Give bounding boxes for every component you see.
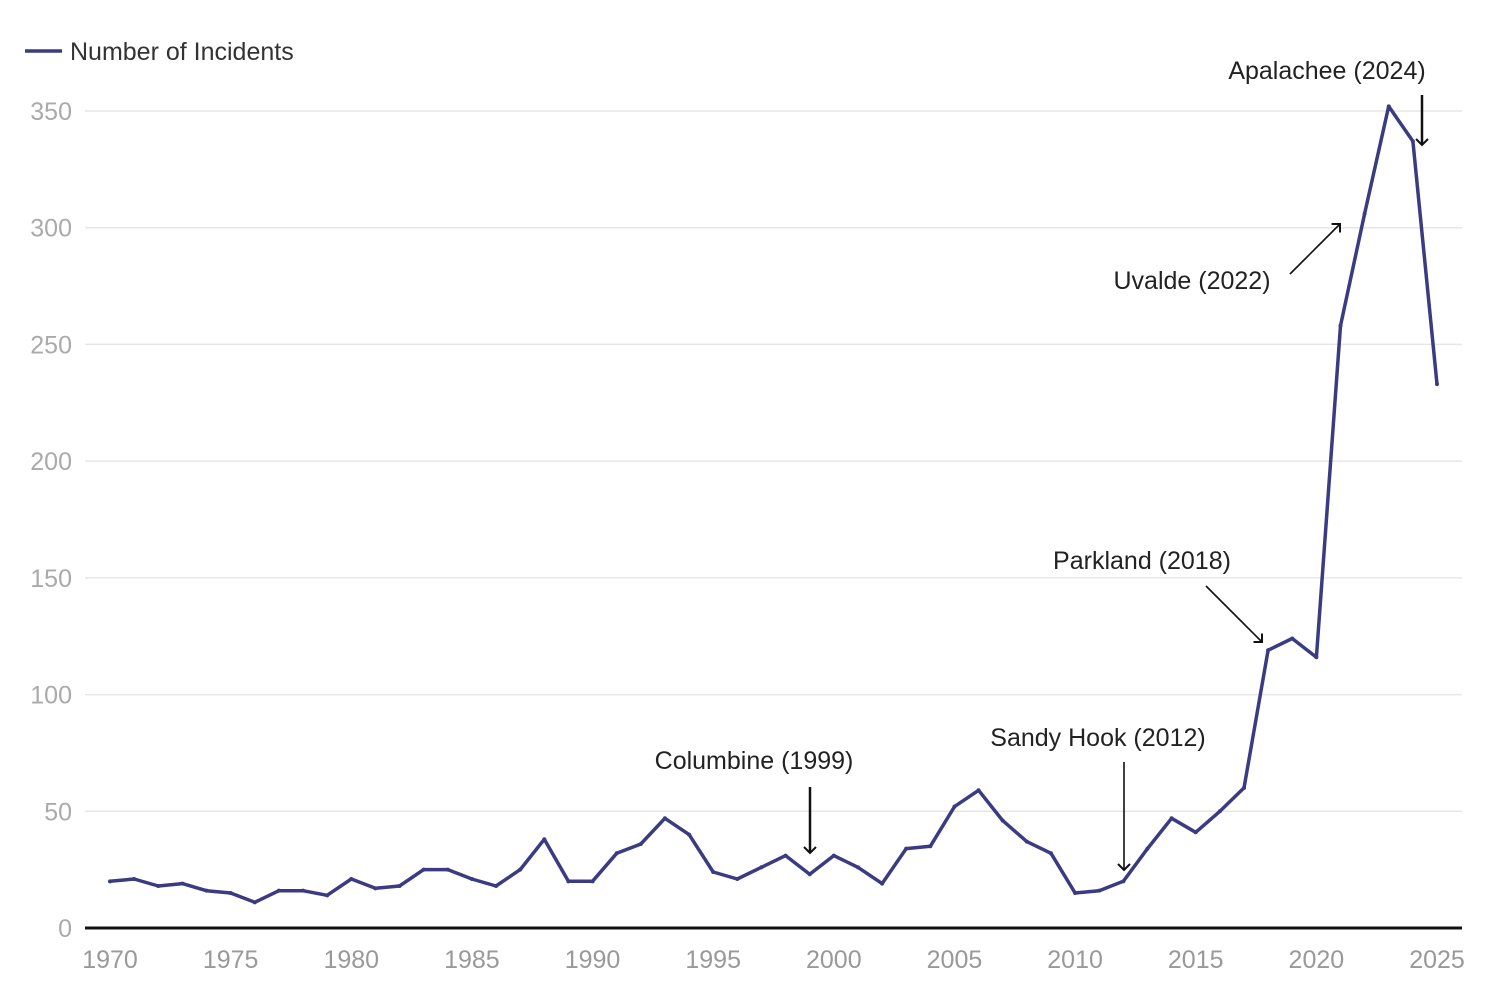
data-point [928, 844, 933, 849]
x-tick-label: 2015 [1168, 946, 1224, 974]
annotation-label: Parkland (2018) [1053, 547, 1231, 575]
series-layer [108, 104, 1439, 905]
data-point [566, 879, 571, 884]
data-point [108, 879, 112, 884]
data-point [855, 865, 860, 870]
data-point [494, 883, 499, 888]
x-tick-label: 1990 [565, 946, 621, 974]
x-tick-label: 2005 [927, 946, 983, 974]
y-tick-label: 300 [30, 215, 72, 243]
data-point [1314, 655, 1319, 660]
data-point [952, 804, 957, 809]
data-point [831, 853, 836, 858]
data-point [373, 886, 378, 891]
x-tick-label: 2000 [806, 946, 862, 974]
series-line-number-of-incidents [109, 104, 1439, 905]
data-point [325, 893, 330, 898]
annotation-label: Sandy Hook (2012) [990, 724, 1205, 752]
data-point [1338, 323, 1343, 328]
data-point [638, 841, 643, 846]
data-point [1048, 851, 1053, 856]
data-point [132, 876, 137, 881]
x-axis-ticks: 1970 1975 1980 1985 1990 1995 2000 2005 2010 2015… [82, 946, 1465, 974]
y-tick-label: 150 [30, 565, 72, 593]
data-point [880, 881, 885, 886]
annotations: Columbine (1999) Sandy Hook (2012) Parklan… [655, 57, 1429, 872]
y-tick-label: 50 [44, 798, 72, 826]
y-tick-label: 100 [30, 682, 72, 710]
y-tick-label: 200 [30, 448, 72, 476]
data-point [276, 888, 281, 893]
x-tick-label: 2010 [1047, 946, 1103, 974]
data-point [1097, 888, 1102, 893]
data-point [1410, 139, 1415, 144]
data-point [1435, 382, 1439, 387]
data-point [759, 865, 764, 870]
data-point [542, 837, 547, 842]
data-point [518, 867, 523, 872]
annotation-label: Uvalde (2022) [1113, 267, 1270, 295]
annotation-label: Apalachee (2024) [1228, 57, 1425, 85]
data-point [735, 876, 740, 881]
data-point [1000, 818, 1005, 823]
y-axis-ticks: 0 50 100 150 200 250 300 350 [30, 98, 72, 943]
data-point [349, 876, 354, 881]
data-point [1386, 104, 1391, 109]
data-point [1241, 785, 1246, 790]
data-point [976, 788, 981, 793]
data-point [1073, 890, 1078, 895]
data-point [252, 900, 257, 905]
data-point [228, 890, 233, 895]
y-tick-label: 0 [58, 915, 72, 943]
data-point [1169, 816, 1174, 821]
data-point [1121, 879, 1126, 884]
data-point [469, 876, 474, 881]
y-tick-label: 350 [30, 98, 72, 126]
x-tick-label: 1975 [203, 946, 259, 974]
data-point [421, 867, 426, 872]
x-tick-label: 1995 [685, 946, 741, 974]
data-point [687, 832, 692, 837]
data-point [711, 869, 716, 874]
data-point [1145, 846, 1150, 851]
data-point [1362, 211, 1367, 216]
data-point [445, 867, 450, 872]
x-tick-label: 1985 [444, 946, 500, 974]
data-point [1266, 648, 1271, 653]
x-tick-label: 1980 [323, 946, 379, 974]
data-point [1024, 839, 1029, 844]
data-point [1217, 809, 1222, 814]
data-point [204, 888, 209, 893]
data-point [180, 881, 185, 886]
data-point [807, 872, 812, 877]
data-point [662, 816, 667, 821]
data-point [614, 851, 619, 856]
data-point [301, 888, 306, 893]
legend: Number of Incidents [25, 38, 294, 66]
data-point [156, 883, 161, 888]
data-point [904, 846, 909, 851]
data-point [590, 879, 595, 884]
data-point [1193, 830, 1198, 835]
annotation-label: Columbine (1999) [655, 747, 854, 775]
data-point [397, 883, 402, 888]
data-point [783, 853, 788, 858]
gridlines [85, 110, 1462, 813]
y-tick-label: 250 [30, 331, 72, 359]
annotation-arrow [1289, 223, 1341, 275]
legend-label: Number of Incidents [70, 38, 294, 66]
x-tick-label: 2025 [1409, 946, 1465, 974]
x-tick-label: 2020 [1289, 946, 1345, 974]
x-tick-label: 1970 [82, 946, 138, 974]
annotation-arrow [1205, 585, 1263, 643]
data-point [1290, 636, 1295, 641]
